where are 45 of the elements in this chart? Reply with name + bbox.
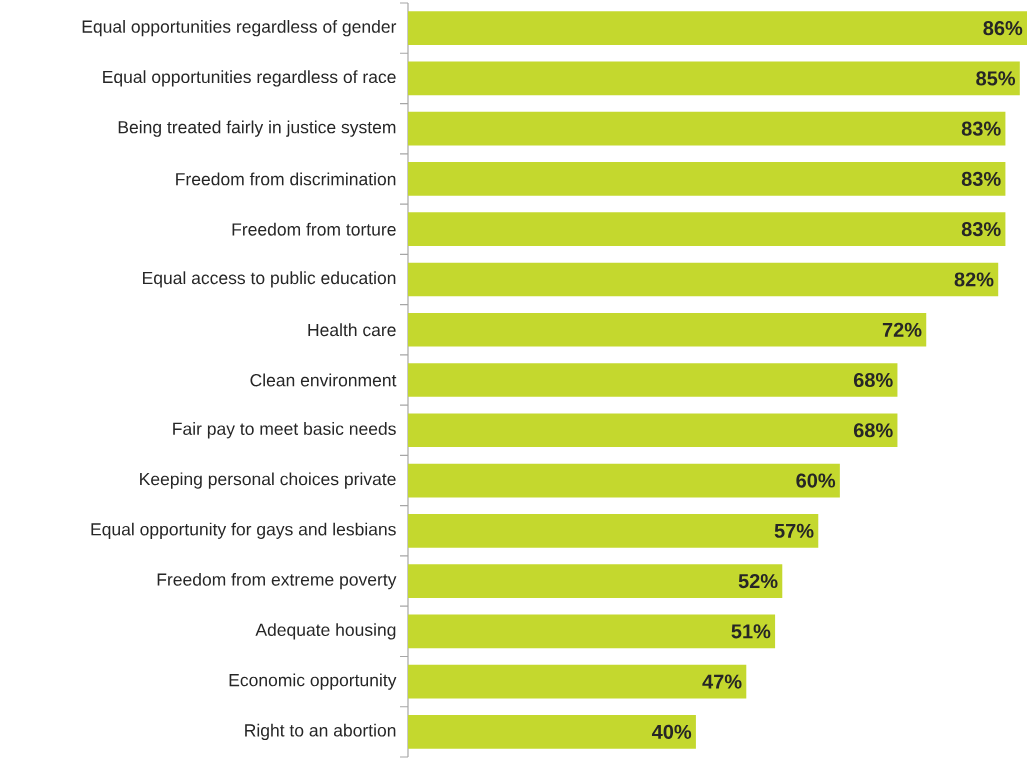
y-tick-label: Health care [308,323,396,337]
data-label: 40% [651,724,692,739]
bar [408,463,840,498]
y-tick-label: Equal access to public education [143,271,396,288]
bar [408,564,783,598]
y-tick-label: Equal opportunity for gays and lesbians [91,522,396,539]
bar [408,513,819,548]
data-label: 57% [774,523,814,538]
y-tick-label: Adequate housing [255,623,396,640]
bar [408,162,1006,196]
bar [408,11,1027,45]
data-label: 83% [961,121,1001,136]
data-label: 51% [731,624,771,639]
y-tick-label: Economic opportunity [229,673,397,690]
y-tick-label: Clean environment [250,373,397,387]
bar [408,61,1020,96]
data-label: 47% [702,674,742,689]
bar [408,262,999,297]
bar [408,363,898,397]
data-label: 68% [853,372,893,388]
y-tick-label: Fair pay to meet basic needs [173,422,396,439]
data-label: 86% [983,21,1023,36]
y-tick-label: Keeping personal choices private [140,472,396,489]
y-tick-label: Right to an abortion [245,723,396,741]
y-tick-label: Freedom from extreme poverty [157,572,397,590]
bar [408,312,927,347]
data-label: 83% [961,171,1001,187]
data-label: 52% [738,573,778,589]
data-label: 72% [882,322,922,337]
bar [408,715,696,749]
data-label: 85% [976,71,1016,86]
data-label: 68% [853,423,893,438]
y-tick-label: Freedom from torture [232,222,396,236]
bar [408,413,898,448]
bar [408,664,747,699]
bar [408,212,1006,247]
data-label: 82% [954,272,994,287]
data-label: 60% [796,473,836,488]
bar [408,614,776,649]
y-tick-label: Being treated fairly in justice system [118,120,396,137]
bar [408,111,1006,146]
y-tick-label: Freedom from discrimination [176,172,396,186]
y-tick-label: Equal opportunities regardless of gender [82,19,397,37]
data-label: 83% [961,222,1001,237]
y-tick-label: Equal opportunities regardless of race [103,70,396,87]
